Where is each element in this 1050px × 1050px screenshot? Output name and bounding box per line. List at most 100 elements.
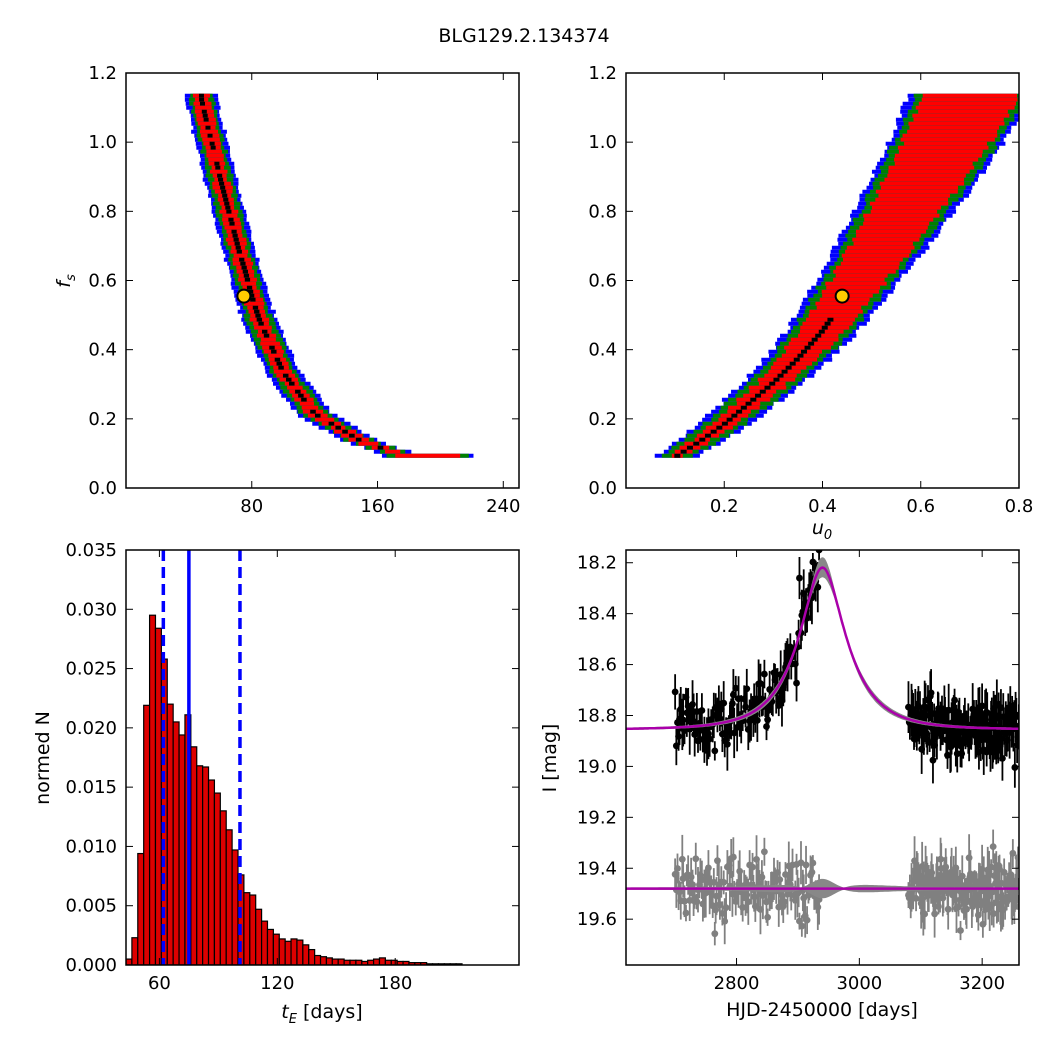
y-tick-label: 0.4: [588, 340, 617, 361]
density-cell: [198, 93, 204, 98]
y-label-sub: s: [64, 274, 79, 281]
data-point: [796, 574, 803, 582]
data-point: [1011, 764, 1019, 771]
density-cell: [206, 149, 222, 154]
density-cell: [736, 409, 743, 414]
data-point: [671, 688, 679, 696]
residual-point: [990, 910, 998, 917]
density-cell: [781, 369, 788, 374]
residual-point: [784, 890, 791, 898]
residual-point: [808, 868, 816, 876]
density-cell: [255, 313, 261, 318]
density-cell: [826, 285, 881, 290]
density-cell: [904, 141, 987, 146]
residual-point: [744, 898, 752, 906]
density-cell: [231, 229, 237, 234]
histogram-bar: [213, 792, 221, 965]
histogram-bar: [290, 938, 298, 965]
density-cell: [769, 381, 776, 386]
density-cell: [254, 325, 272, 330]
density-cell: [726, 417, 733, 422]
density-cell: [750, 397, 757, 402]
y-tick-label: 0.000: [65, 955, 117, 976]
residual-point: [776, 876, 784, 884]
residual-point: [803, 916, 811, 924]
residual-point: [739, 904, 747, 911]
histogram-bar: [225, 829, 233, 965]
y-tick-label: 19.4: [577, 858, 617, 879]
residual-point: [912, 894, 920, 902]
density-cell: [909, 125, 1000, 130]
density-cell: [898, 149, 983, 154]
density-cell: [915, 105, 1015, 110]
x-tick-label: 0.6: [906, 496, 935, 517]
density-cell: [314, 413, 321, 418]
residual-point: [720, 879, 728, 886]
residual-point: [798, 922, 806, 930]
x-tick-label: 0.4: [808, 496, 837, 517]
y-axis-label: fs: [53, 274, 79, 288]
residual-point: [722, 904, 730, 912]
data-point: [815, 550, 823, 554]
data-point: [723, 740, 731, 748]
histogram-bar: [314, 954, 322, 965]
x-axis-label: tE [days]: [281, 1001, 362, 1027]
density-cell: [214, 161, 220, 166]
x-label-t: t: [281, 1001, 290, 1023]
density-cell: [289, 381, 295, 386]
residual-point: [674, 865, 681, 872]
density-cell: [232, 233, 238, 238]
density-cell: [710, 429, 717, 434]
density-cell: [209, 169, 228, 174]
histogram-bar: [272, 933, 280, 965]
residual-point: [760, 848, 768, 856]
y-tick-label: 0.025: [65, 659, 117, 680]
density-cell: [902, 133, 998, 138]
density-cell: [887, 173, 966, 178]
x-tick-label: 240: [486, 496, 520, 517]
density-cell: [223, 197, 229, 202]
density-cell: [897, 145, 989, 150]
data-point: [765, 707, 772, 714]
density-cell: [907, 129, 998, 134]
model-curve: [626, 566, 1019, 731]
axis-ticks: 80 160 240 0.0 0.2 0.4 0.6 0.8 1.0 1.2: [88, 63, 520, 517]
density-cell: [286, 377, 292, 382]
density-cell: [922, 93, 1018, 98]
x-axis-label: HJD-2450000 [days]: [726, 999, 918, 1021]
density-cell: [693, 441, 700, 446]
residual-point: [710, 878, 718, 886]
density-cell: [222, 193, 228, 198]
data-point: [1014, 733, 1019, 741]
density-cell: [239, 257, 245, 262]
y-tick-label: 1.2: [88, 63, 117, 84]
density-cell: [808, 341, 815, 346]
density-cell: [815, 301, 869, 306]
data-point: [927, 689, 935, 697]
density-cell: [299, 401, 315, 406]
y-tick-label: 0.8: [588, 201, 617, 222]
data-point: [763, 723, 770, 730]
histogram-bar: [219, 810, 227, 965]
density-cell: [271, 349, 277, 354]
density-cell: [377, 445, 384, 450]
residual-point: [951, 896, 959, 904]
density-cell: [797, 353, 804, 358]
density-cell: [871, 205, 941, 210]
density-cell: [262, 329, 268, 334]
residual-point: [682, 909, 690, 917]
histogram-bar: [172, 721, 180, 965]
density-cell: [220, 185, 226, 190]
residual-point: [1015, 903, 1019, 911]
best-fit-marker: [834, 288, 850, 304]
x-axis-label: u0: [812, 517, 832, 543]
density-cell: [215, 165, 221, 170]
y-axis-label: normed N: [32, 711, 54, 805]
density-cell: [278, 365, 284, 370]
density-cell: [869, 201, 949, 206]
density-cell: [827, 317, 834, 322]
data-point: [753, 716, 761, 724]
density-cell: [276, 361, 282, 366]
density-cell: [821, 289, 879, 294]
